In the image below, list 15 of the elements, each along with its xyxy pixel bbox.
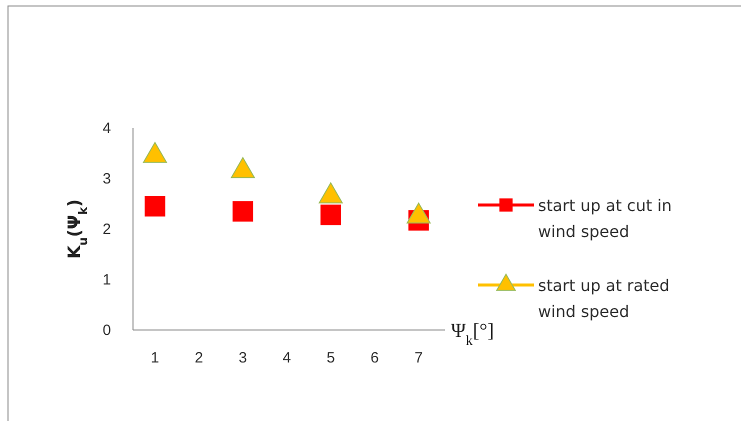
y-tick-label: 1 (102, 271, 111, 288)
y-tick-label: 0 (102, 322, 111, 339)
x-tick-label: 4 (282, 350, 291, 367)
y-tick-label: 3 (102, 170, 111, 188)
x-tick-label: 1 (150, 350, 160, 367)
x-tick-label: 3 (238, 350, 248, 367)
y-tick-label: 2 (102, 220, 111, 238)
legend-label: start up at rated wind speed (538, 276, 670, 321)
x-tick-label: 6 (370, 350, 379, 367)
x-axis-title: Ψ$_{k}$[°] (451, 320, 494, 348)
y-tick-label: 4 (102, 120, 111, 137)
x-tick-label: 7 (414, 350, 423, 367)
x-tick-label: 2 (194, 350, 204, 367)
legend-label: start up at cut in wind speed (538, 196, 672, 241)
x-tick-label: 5 (326, 350, 335, 367)
